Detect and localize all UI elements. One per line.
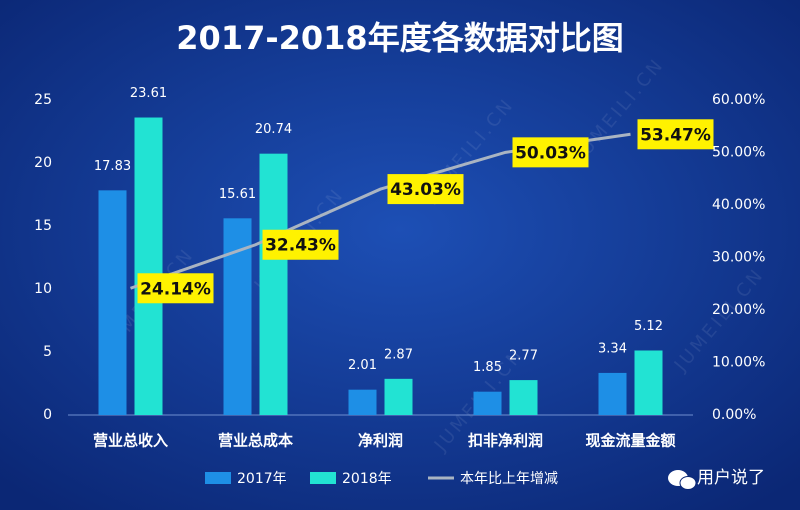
bar-value-label: 2.87 [384,347,413,362]
y-tick-label: 20 [34,155,52,171]
bar-value-label: 3.34 [598,341,627,356]
bar-value-label: 2.01 [348,358,377,373]
bar [509,380,538,415]
y2-tick-label: 10.00% [712,355,765,371]
bar-value-label: 5.12 [634,319,663,334]
x-tick-label: 现金流量金额 [585,432,675,450]
bar-value-label: 2.77 [509,349,538,364]
x-tick-label: 扣非净利润 [468,432,543,450]
y2-tick-label: 40.00% [712,197,765,213]
bar [98,190,127,415]
x-tick-label: 营业总收入 [93,432,168,450]
x-tick-label: 净利润 [358,432,403,450]
line-value-label: 50.03% [515,143,586,163]
y-tick-label: 15 [34,218,52,234]
footer-text: 用户说了 [697,468,765,488]
y2-tick-label: 20.00% [712,302,765,318]
bar [598,372,627,415]
bar [134,117,163,415]
bar [473,391,502,415]
legend-label: 2017年 [237,471,287,487]
label-box [137,273,214,304]
chart-title: 2017-2018年度各数据对比图 [176,19,623,57]
bar-value-label: 15.61 [219,187,256,202]
label-box [262,229,339,260]
bar-value-label: 17.83 [94,159,131,174]
line-value-label: 53.47% [640,125,711,145]
bar-value-label: 20.74 [255,122,292,137]
line-value-label: 32.43% [265,236,336,256]
x-tick-label: 营业总成本 [218,432,293,450]
y2-tick-label: 60.00% [712,92,765,108]
bar [348,389,377,415]
y-tick-label: 5 [43,344,52,360]
bar [634,350,663,415]
y-tick-label: 10 [34,281,52,297]
footer-logo [668,470,697,490]
bar [259,153,288,415]
bar [384,378,413,415]
label-box [512,137,589,168]
y-tick-label: 25 [34,92,52,108]
label-box [387,174,464,205]
y2-tick-label: 0.00% [712,407,756,423]
y-tick-label: 0 [43,407,52,423]
y2-tick-label: 50.00% [712,145,765,161]
label-box [637,119,714,150]
line-value-label: 43.03% [390,180,461,200]
legend-label: 2018年 [342,471,392,487]
legend-label: 本年比上年增减 [460,471,558,487]
line-value-label: 24.14% [140,279,211,299]
bar-value-label: 23.61 [130,86,167,101]
legend-swatch [310,472,336,484]
y2-tick-label: 30.00% [712,250,765,266]
legend-swatch [205,472,231,484]
bar-value-label: 1.85 [473,360,502,375]
